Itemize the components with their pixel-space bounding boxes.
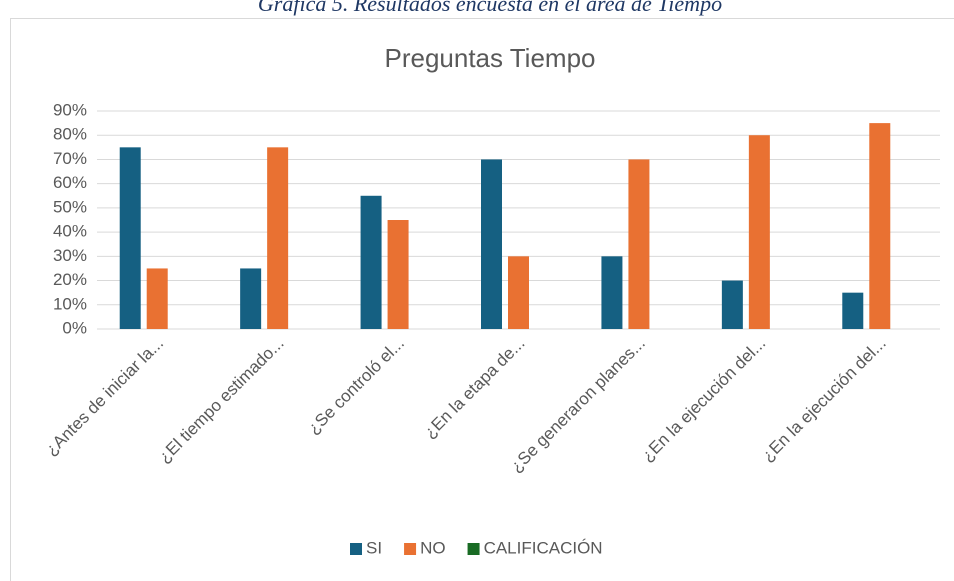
y-tick-label: 20%	[53, 270, 87, 289]
bar	[842, 292, 864, 329]
y-tick-label: 50%	[53, 197, 87, 216]
bar	[146, 268, 168, 329]
y-tick-label: 0%	[62, 318, 87, 337]
legend-label: NO	[420, 538, 446, 557]
legend-label: CALIFICACIÓN	[484, 538, 603, 557]
bar	[267, 147, 289, 329]
bar	[240, 268, 262, 329]
bar	[869, 123, 891, 329]
legend-label: SI	[366, 538, 382, 557]
chart-title: Preguntas Tiempo	[384, 43, 595, 73]
y-tick-label: 60%	[53, 173, 87, 192]
y-tick-label: 40%	[53, 222, 87, 241]
bar	[481, 159, 502, 329]
y-tick-label: 10%	[53, 294, 87, 313]
bar	[748, 135, 770, 329]
bar	[508, 256, 529, 329]
legend-swatch	[467, 543, 480, 555]
y-tick-label: 30%	[53, 246, 87, 265]
y-tick-label: 90%	[53, 100, 87, 119]
legend-swatch	[404, 543, 417, 555]
bar	[360, 195, 382, 329]
y-tick-label: 80%	[53, 125, 87, 144]
y-tick-label: 70%	[53, 149, 87, 168]
legend-swatch	[350, 543, 362, 555]
bar	[721, 280, 743, 329]
bar	[628, 159, 650, 329]
bar	[119, 147, 141, 329]
bar	[387, 220, 409, 329]
bar	[601, 256, 623, 329]
caption: Gráfica 5. Resultados encuesta en el áre…	[258, 0, 722, 16]
